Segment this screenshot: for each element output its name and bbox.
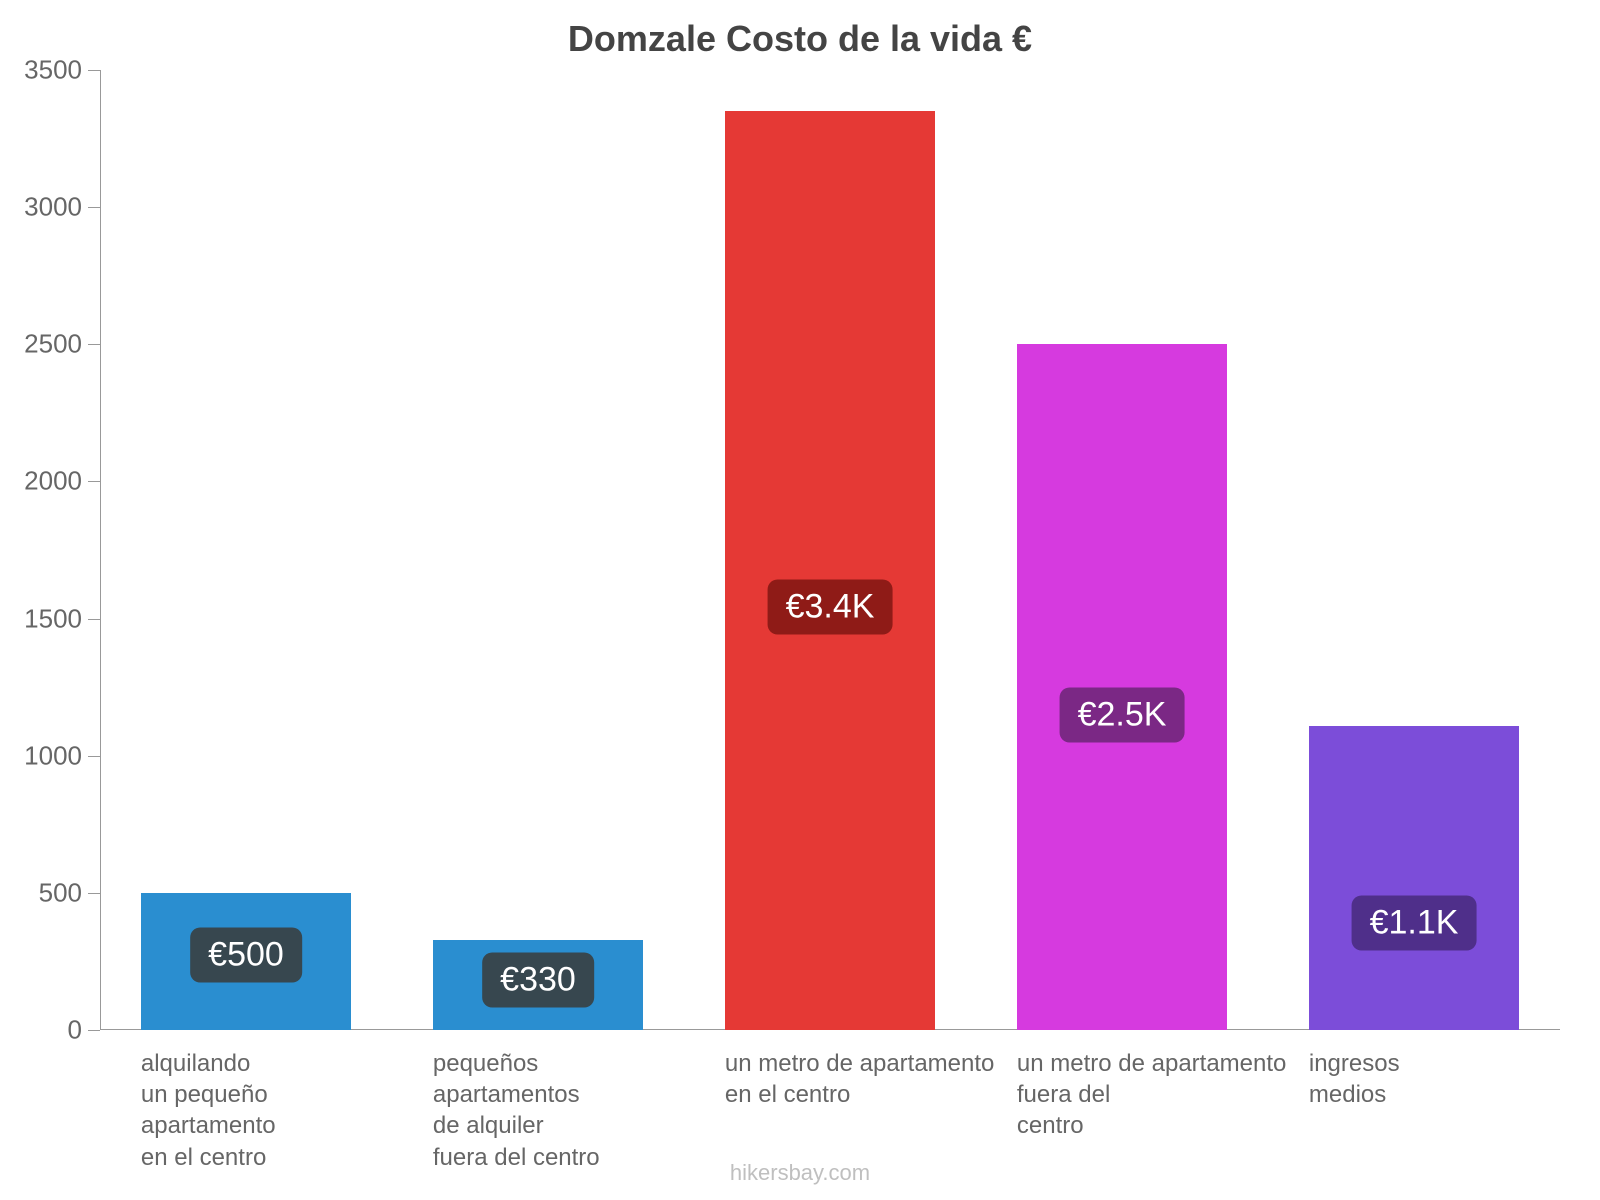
x-category-label: un metro de apartamento en el centro [725,1030,1002,1110]
y-tick-label: 1500 [24,603,100,634]
bar [1309,726,1519,1030]
y-tick-label: 3000 [24,192,100,223]
cost-of-living-chart: Domzale Costo de la vida € 0500100015002… [0,0,1600,1200]
chart-title: Domzale Costo de la vida € [0,18,1600,60]
x-category-label: un metro de apartamento fuera del centro [1017,1030,1294,1142]
y-tick-label: 3500 [24,55,100,86]
x-category-label: ingresos medios [1309,1030,1586,1110]
value-badge: €3.4K [768,580,893,635]
value-badge: €330 [482,953,594,1008]
value-badge: €500 [190,927,302,982]
y-tick-label: 2000 [24,466,100,497]
value-badge: €2.5K [1060,687,1185,742]
x-category-label: alquilando un pequeño apartamento en el … [141,1030,418,1173]
value-badge: €1.1K [1352,896,1477,951]
y-tick-label: 1000 [24,740,100,771]
y-axis [100,70,101,1030]
plot-area: 0500100015002000250030003500€500alquilan… [100,70,1560,1030]
y-tick-label: 2500 [24,329,100,360]
y-tick-label: 500 [39,877,100,908]
bar [725,111,935,1030]
attribution-text: hikersbay.com [0,1160,1600,1186]
y-tick-label: 0 [68,1015,100,1046]
x-category-label: pequeños apartamentos de alquiler fuera … [433,1030,710,1173]
